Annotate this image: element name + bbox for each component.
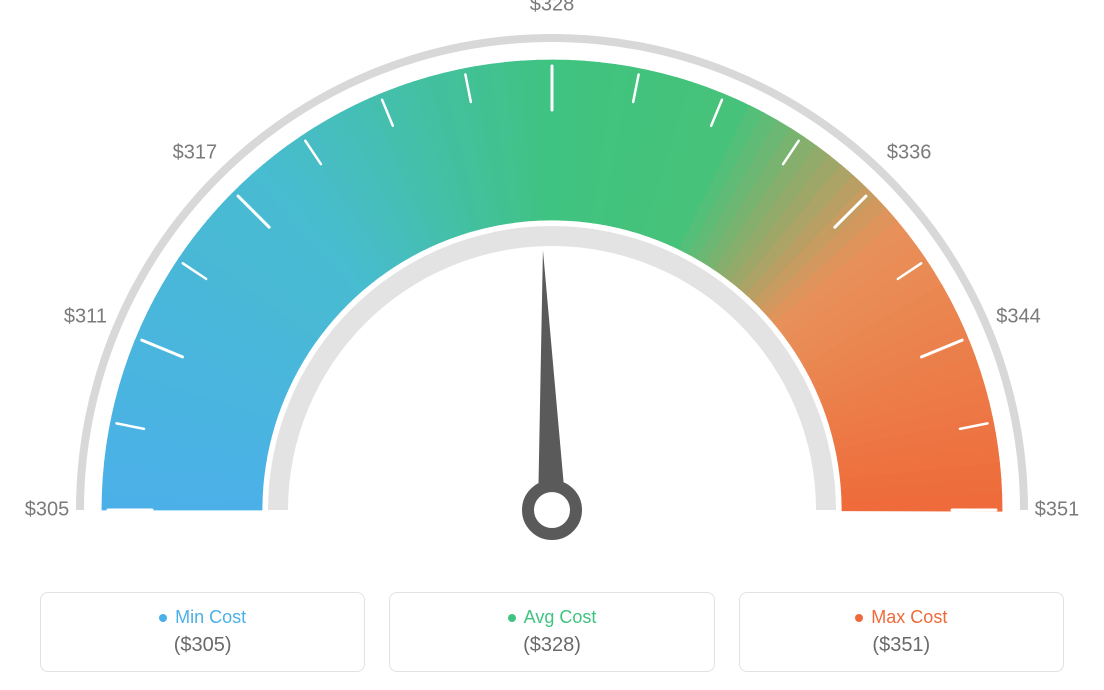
min-cost-label-row: Min Cost [61, 607, 344, 628]
gauge-tick-label: $311 [64, 305, 107, 328]
avg-dot [508, 614, 516, 622]
max-dot [855, 614, 863, 622]
avg-cost-label: Avg Cost [524, 607, 597, 628]
gauge-area: $305 $311 $317 $328 $336 $344 $351 [0, 0, 1104, 560]
gauge-tick-label: $344 [996, 305, 1041, 328]
min-cost-card: Min Cost ($305) [40, 592, 365, 672]
gauge-tick-label: $336 [887, 141, 932, 164]
avg-cost-label-row: Avg Cost [410, 607, 693, 628]
avg-cost-value: ($328) [410, 634, 693, 657]
gauge-svg [0, 0, 1104, 560]
max-cost-value: ($351) [760, 634, 1043, 657]
gauge-tick-label: $317 [173, 141, 218, 164]
min-dot [159, 614, 167, 622]
min-cost-label: Min Cost [175, 607, 246, 628]
max-cost-card: Max Cost ($351) [739, 592, 1064, 672]
avg-cost-card: Avg Cost ($328) [389, 592, 714, 672]
gauge-tick-label: $351 [1035, 499, 1080, 522]
gauge-tick-label: $328 [530, 0, 575, 17]
chart-container: $305 $311 $317 $328 $336 $344 $351 Min Cost ($… [0, 0, 1104, 690]
max-cost-label: Max Cost [871, 607, 947, 628]
summary-cards: Min Cost ($305) Avg Cost ($328) Max Cost… [40, 592, 1064, 672]
gauge-tick-label: $305 [25, 499, 70, 522]
max-cost-label-row: Max Cost [760, 607, 1043, 628]
min-cost-value: ($305) [61, 634, 344, 657]
